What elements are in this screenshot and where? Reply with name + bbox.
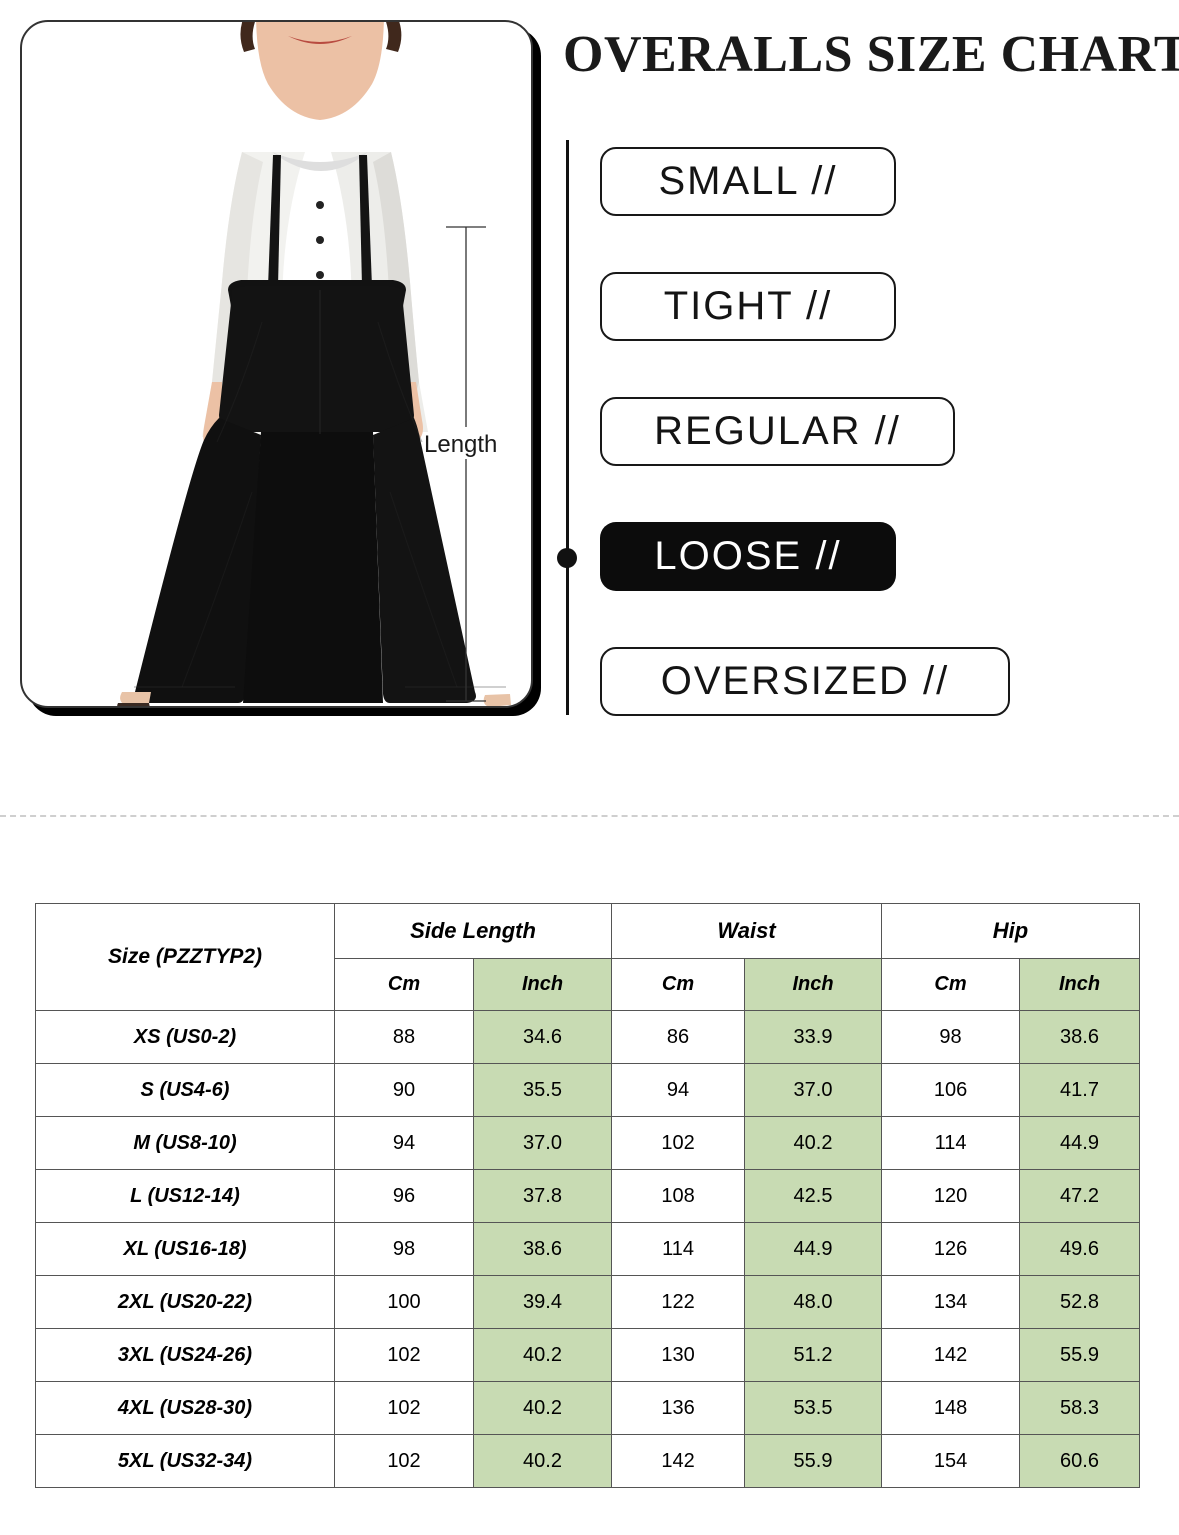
- svg-text:Length: Length: [424, 431, 497, 458]
